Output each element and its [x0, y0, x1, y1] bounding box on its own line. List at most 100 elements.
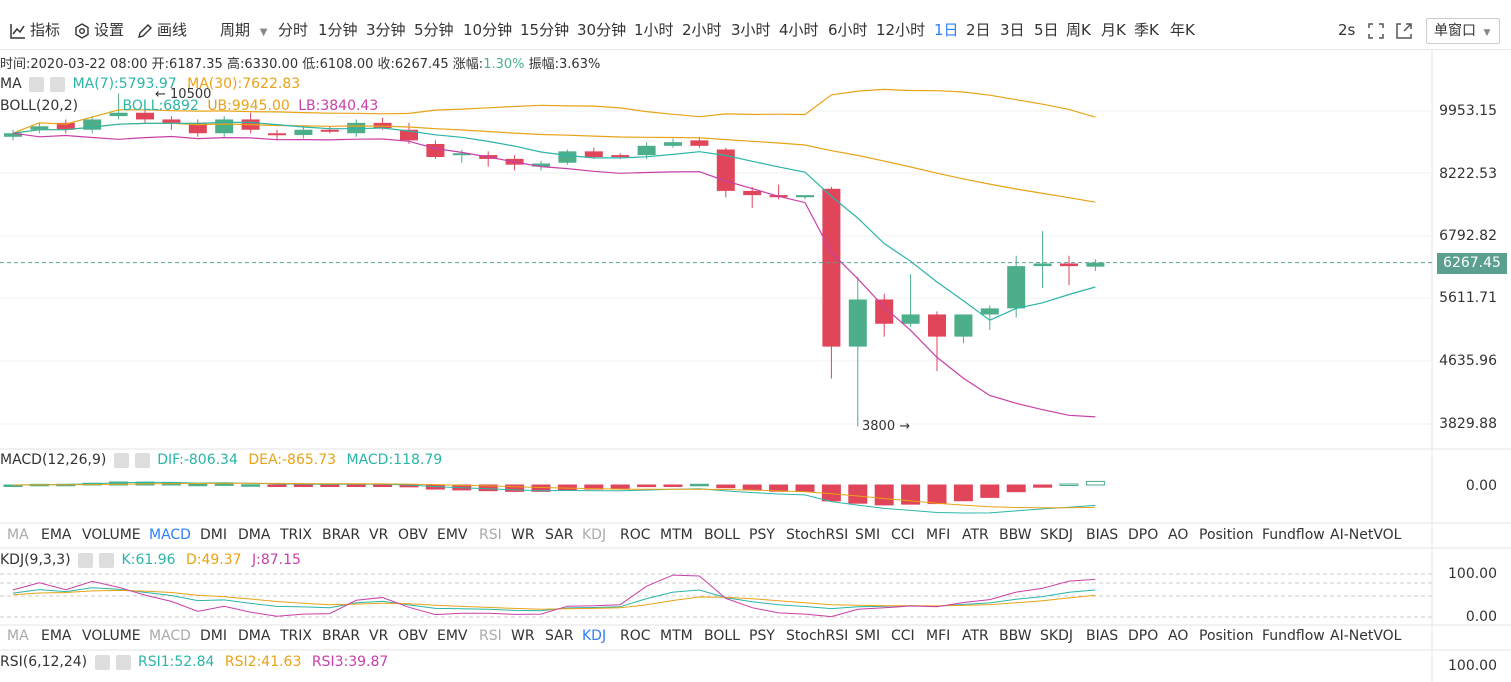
- indicator-tab-roc[interactable]: ROC: [620, 628, 651, 644]
- period-17[interactable]: 周K: [1066, 21, 1091, 39]
- period-14[interactable]: 2日: [966, 21, 991, 39]
- indicator-tab-obv[interactable]: OBV: [398, 527, 428, 543]
- indicator-tab-ma[interactable]: MA: [7, 527, 29, 543]
- window-mode-select[interactable]: 单窗口 ▼: [1426, 18, 1500, 44]
- indicator-tab-ao[interactable]: AO: [1168, 527, 1189, 543]
- indicator-tab-position[interactable]: Position: [1199, 628, 1254, 644]
- indicator-tab-bbw[interactable]: BBW: [999, 527, 1032, 543]
- draw-line-button[interactable]: 画线: [137, 0, 187, 50]
- gear-icon[interactable]: [113, 452, 129, 468]
- period-20[interactable]: 年K: [1170, 21, 1195, 39]
- gear-icon[interactable]: [94, 654, 110, 670]
- period-5[interactable]: 15分钟: [520, 21, 570, 39]
- indicator-tab-brar[interactable]: BRAR: [322, 527, 361, 543]
- period-15[interactable]: 3日: [1000, 21, 1025, 39]
- indicator-tab-vr[interactable]: VR: [369, 527, 389, 543]
- period-13[interactable]: 1日: [934, 21, 959, 39]
- period-11[interactable]: 6小时: [828, 21, 868, 39]
- indicator-tab-mtm[interactable]: MTM: [660, 628, 693, 644]
- indicator-tab-fundflow[interactable]: Fundflow: [1262, 628, 1325, 644]
- indicator-tab-dma[interactable]: DMA: [238, 527, 271, 543]
- indicator-tab-ai-netvol[interactable]: AI-NetVOL: [1330, 628, 1402, 644]
- period-3[interactable]: 5分钟: [414, 21, 454, 39]
- indicator-tab-kdj[interactable]: KDJ: [582, 628, 607, 644]
- indicator-tab-trix[interactable]: TRIX: [280, 527, 312, 543]
- indicator-tab-mfi[interactable]: MFI: [926, 527, 951, 543]
- indicator-tab-obv[interactable]: OBV: [398, 628, 428, 644]
- indicator-tab-volume[interactable]: VOLUME: [82, 527, 141, 543]
- close-icon[interactable]: [50, 76, 66, 92]
- period-6[interactable]: 30分钟: [577, 21, 627, 39]
- indicator-tab-boll[interactable]: BOLL: [704, 628, 740, 644]
- gear-icon[interactable]: [29, 76, 45, 92]
- indicator-tab-skdj[interactable]: SKDJ: [1040, 628, 1073, 644]
- indicator-tab-ao[interactable]: AO: [1168, 628, 1189, 644]
- indicator-tab-vr[interactable]: VR: [369, 628, 389, 644]
- settings-button[interactable]: 设置: [74, 0, 124, 50]
- indicator-tab-rsi[interactable]: RSI: [479, 527, 502, 543]
- indicator-tab-ai-netvol[interactable]: AI-NetVOL: [1330, 527, 1402, 543]
- period-8[interactable]: 2小时: [682, 21, 722, 39]
- indicator-tab-sar[interactable]: SAR: [545, 628, 574, 644]
- indicator-tab-emv[interactable]: EMV: [437, 628, 468, 644]
- indicator-tab-dmi[interactable]: DMI: [200, 527, 227, 543]
- indicator-tab-cci[interactable]: CCI: [891, 628, 915, 644]
- indicator-tab-brar[interactable]: BRAR: [322, 628, 361, 644]
- indicator-tab-atr[interactable]: ATR: [962, 527, 989, 543]
- indicator-tab-position[interactable]: Position: [1199, 527, 1254, 543]
- indicator-tab-ema[interactable]: EMA: [41, 628, 72, 644]
- indicator-tab-sar[interactable]: SAR: [545, 527, 574, 543]
- indicator-tab-wr[interactable]: WR: [511, 527, 535, 543]
- indicator-tab-stochrsi[interactable]: StochRSI: [786, 527, 849, 543]
- refresh-interval[interactable]: 2s: [1338, 21, 1356, 39]
- indicator-tab-dpo[interactable]: DPO: [1128, 527, 1159, 543]
- period-16[interactable]: 5日: [1034, 21, 1059, 39]
- indicator-tab-stochrsi[interactable]: StochRSI: [786, 628, 849, 644]
- period-2[interactable]: 3分钟: [366, 21, 406, 39]
- close-icon[interactable]: [134, 452, 150, 468]
- period-dropdown[interactable]: 周期 ▼: [220, 0, 268, 50]
- indicator-tab-dpo[interactable]: DPO: [1128, 628, 1159, 644]
- indicator-tab-volume[interactable]: VOLUME: [82, 628, 141, 644]
- indicator-tab-smi[interactable]: SMI: [855, 527, 881, 543]
- indicator-tab-bias[interactable]: BIAS: [1086, 527, 1119, 543]
- indicator-tab-trix[interactable]: TRIX: [280, 628, 312, 644]
- indicator-tab-bias[interactable]: BIAS: [1086, 628, 1119, 644]
- indicator-tab-psy[interactable]: PSY: [749, 527, 775, 543]
- indicator-button[interactable]: 指标: [10, 0, 60, 50]
- period-19[interactable]: 季K: [1134, 21, 1159, 39]
- indicator-tab-atr[interactable]: ATR: [962, 628, 989, 644]
- indicator-tab-skdj[interactable]: SKDJ: [1040, 527, 1073, 543]
- indicator-tab-wr[interactable]: WR: [511, 628, 535, 644]
- indicator-tab-macd[interactable]: MACD: [149, 527, 191, 543]
- indicator-tab-dmi[interactable]: DMI: [200, 628, 227, 644]
- exit-window-icon[interactable]: [1396, 0, 1412, 50]
- period-18[interactable]: 月K: [1101, 21, 1126, 39]
- indicator-tab-ma[interactable]: MA: [7, 628, 29, 644]
- indicator-tab-roc[interactable]: ROC: [620, 527, 651, 543]
- period-0[interactable]: 分时: [278, 21, 309, 39]
- indicator-tab-mfi[interactable]: MFI: [926, 628, 951, 644]
- period-10[interactable]: 4小时: [779, 21, 819, 39]
- indicator-tab-fundflow[interactable]: Fundflow: [1262, 527, 1325, 543]
- indicator-tab-rsi[interactable]: RSI: [479, 628, 502, 644]
- gear-icon[interactable]: [78, 552, 94, 568]
- indicator-tab-boll[interactable]: BOLL: [704, 527, 740, 543]
- indicator-tab-bbw[interactable]: BBW: [999, 628, 1032, 644]
- indicator-tab-dma[interactable]: DMA: [238, 628, 271, 644]
- indicator-tab-smi[interactable]: SMI: [855, 628, 881, 644]
- period-4[interactable]: 10分钟: [463, 21, 513, 39]
- close-icon[interactable]: [99, 552, 115, 568]
- period-12[interactable]: 12小时: [876, 21, 926, 39]
- indicator-tab-cci[interactable]: CCI: [891, 527, 915, 543]
- indicator-tab-ema[interactable]: EMA: [41, 527, 72, 543]
- fullscreen-icon[interactable]: [1368, 0, 1384, 50]
- indicator-tab-emv[interactable]: EMV: [437, 527, 468, 543]
- period-7[interactable]: 1小时: [634, 21, 674, 39]
- indicator-tab-kdj[interactable]: KDJ: [582, 527, 607, 543]
- period-1[interactable]: 1分钟: [318, 21, 358, 39]
- close-icon[interactable]: [115, 654, 131, 670]
- indicator-tab-psy[interactable]: PSY: [749, 628, 775, 644]
- indicator-tab-mtm[interactable]: MTM: [660, 527, 693, 543]
